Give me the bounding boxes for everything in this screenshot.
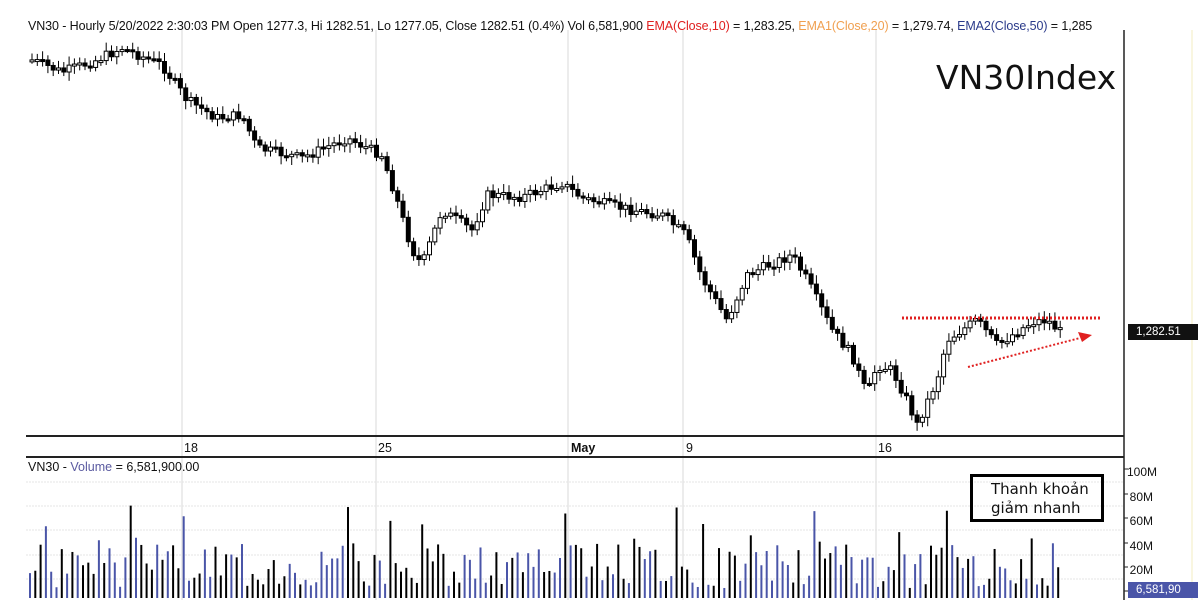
y-tick-40M: 40M: [1129, 539, 1153, 553]
y-tick-60M: 60M: [1129, 514, 1153, 528]
header-ohlc: VN30 - Hourly 5/20/2022 2:30:03 PM Open …: [28, 19, 647, 33]
ema50-label: EMA2(Close,50): [957, 19, 1048, 33]
grid-lines: [26, 30, 1124, 600]
liquidity-annotation: Thanh khoản giảm nhanh: [970, 474, 1104, 522]
chart-title: VN30Index: [936, 58, 1117, 97]
chart-frame: [26, 30, 1193, 600]
candlesticks: [29, 42, 1102, 431]
ema20-value: = 1,279.74,: [888, 19, 958, 33]
ema10-label: EMA(Close,10): [646, 19, 730, 33]
ema10-value: = 1,283.25,: [729, 19, 799, 33]
x-tick-16: 16: [878, 441, 892, 455]
chart-header: VN30 - Hourly 5/20/2022 2:30:03 PM Open …: [28, 19, 1092, 33]
volume-label: VN30 - Volume = 6,581,900.00: [28, 460, 200, 474]
ema50-value: = 1,285: [1047, 19, 1093, 33]
last-volume-tag: 6,581,90: [1128, 582, 1198, 598]
x-tick-25: 25: [378, 441, 392, 455]
x-tick-9: 9: [686, 441, 693, 455]
y-tick-80M: 80M: [1129, 490, 1153, 504]
last-price-tag: 1,282.51: [1128, 324, 1198, 340]
volume-bars: [29, 505, 1060, 598]
ema20-label: EMA1(Close,20): [798, 19, 889, 33]
x-tick-18: 18: [184, 441, 198, 455]
y-tick-20M: 20M: [1129, 563, 1153, 577]
y-tick-100M: 100M: [1126, 465, 1157, 479]
x-tick-may: May: [571, 441, 596, 455]
